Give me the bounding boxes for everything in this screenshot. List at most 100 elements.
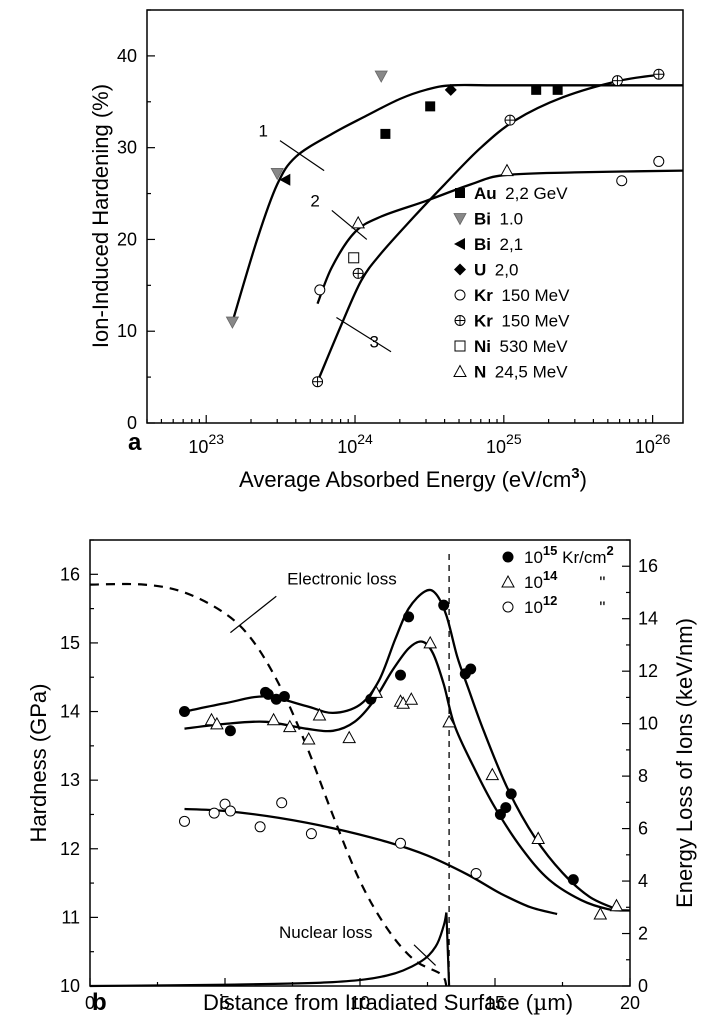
data-point xyxy=(593,906,608,920)
data-point xyxy=(179,815,190,827)
data-point xyxy=(423,635,438,649)
panel-b-letter: b xyxy=(92,989,107,1016)
legend-marker xyxy=(454,238,465,250)
y-tick-label: 14 xyxy=(60,702,80,722)
data-point xyxy=(485,767,500,781)
data-point xyxy=(395,669,406,681)
data-point xyxy=(312,376,324,388)
y2-tick-label: 16 xyxy=(638,556,658,576)
y-tick-label: 40 xyxy=(117,46,137,66)
panel-a-plot-frame xyxy=(146,9,684,424)
panel-b-x-axis-title: Distance from Irradiated Surface (µm) xyxy=(203,990,573,1016)
y-tick-label: 13 xyxy=(60,770,80,790)
data-point xyxy=(224,805,236,817)
x-tick-label: 1025 xyxy=(486,431,522,457)
fit-1e15-curve xyxy=(184,588,617,911)
x-tick-label: 20 xyxy=(620,993,640,1013)
y-tick-label: 10 xyxy=(60,976,80,996)
legend-entry: 1014 " xyxy=(524,568,605,592)
data-point xyxy=(278,690,290,702)
fit-1e14-curve xyxy=(184,640,631,912)
legend-marker xyxy=(455,188,465,198)
data-point xyxy=(225,316,240,329)
y-tick-label: 12 xyxy=(60,839,80,859)
nuclear-loss-curve xyxy=(89,912,448,988)
data-point xyxy=(552,84,563,95)
data-point xyxy=(276,797,288,809)
panel-a-curve-labels: 1 2 3 xyxy=(258,122,392,353)
y-tick-label: 20 xyxy=(117,229,137,249)
legend-entry: Bi 1.0 xyxy=(474,210,523,229)
panel-b-annotations: Electronic loss Nuclear loss xyxy=(230,570,437,966)
x-tick-label: 0 xyxy=(85,993,95,1013)
y-tick-label: 0 xyxy=(127,413,137,433)
legend-marker xyxy=(501,574,515,588)
curve-label-leader xyxy=(336,316,392,353)
data-point xyxy=(653,155,665,167)
y2-tick-label: 6 xyxy=(638,819,648,839)
panel-a-y-axis: 0 10 20 30 40 xyxy=(117,9,155,433)
x-tick-label: 1023 xyxy=(188,431,224,457)
legend-entry: Kr 150 MeV xyxy=(474,312,570,331)
curve-label-leader xyxy=(331,209,368,240)
legend-marker xyxy=(502,551,514,563)
y-tick-label: 30 xyxy=(117,138,137,158)
annotation-text: Electronic loss xyxy=(287,570,397,589)
y2-tick-label: 12 xyxy=(638,661,658,681)
data-point xyxy=(403,611,415,623)
data-point xyxy=(262,688,274,700)
data-point xyxy=(380,128,391,139)
x-tick-label: 1026 xyxy=(635,431,671,457)
fit-curve-3 xyxy=(316,73,665,383)
legend-marker xyxy=(502,601,514,613)
data-point xyxy=(208,807,220,819)
data-point xyxy=(531,84,542,95)
data-point xyxy=(425,101,436,112)
data-point xyxy=(270,167,284,181)
legend-marker xyxy=(454,289,466,301)
panel-b-energy-loss-curves xyxy=(89,554,451,988)
legend-marker xyxy=(453,364,467,377)
y-tick-label: 16 xyxy=(60,564,80,584)
y-tick-label: 10 xyxy=(117,321,137,341)
data-point xyxy=(609,898,624,912)
y2-tick-label: 10 xyxy=(638,714,658,734)
panel-a-legend: Au 2,2 GeV Bi 1.0 Bi 2,1 U 2,0 Kr 150 MeV Kr … xyxy=(453,184,570,382)
fit-1e12-curve xyxy=(184,807,558,916)
legend-marker xyxy=(453,213,467,226)
curve-label: 2 xyxy=(310,191,319,210)
data-point xyxy=(653,68,665,80)
data-point xyxy=(500,163,514,177)
data-point xyxy=(348,252,360,264)
panel-b-y-axis-title: Hardness (GPa) xyxy=(26,684,51,843)
panel-a: 1 2 3 1023 1024 1025 1026 0 10 20 30 40 Au 2,2 Ge… xyxy=(88,9,684,492)
legend-marker xyxy=(454,263,466,276)
y2-tick-label: 2 xyxy=(638,924,648,944)
curve-label: 1 xyxy=(258,122,267,141)
data-point xyxy=(314,284,326,296)
data-point xyxy=(616,175,628,187)
data-point xyxy=(301,731,316,745)
legend-marker xyxy=(454,315,466,326)
data-point xyxy=(266,712,281,726)
curve-label-leader xyxy=(279,140,325,172)
panel-b-points xyxy=(179,599,624,920)
data-point xyxy=(305,828,317,840)
data-point xyxy=(465,663,477,675)
data-point xyxy=(374,70,388,83)
legend-entry: 1012 " xyxy=(524,593,605,617)
data-point xyxy=(351,215,366,229)
x-tick-label: 5 xyxy=(220,993,230,1013)
panel-b-y2-axis-title: Energy Loss of Ions (keV/nm) xyxy=(672,618,697,908)
legend-entry: Ni 530 MeV xyxy=(474,337,568,356)
data-point xyxy=(531,831,546,844)
data-point xyxy=(312,707,327,721)
legend-entry: Kr 150 MeV xyxy=(474,286,570,305)
y-tick-label: 11 xyxy=(61,907,80,927)
panel-b-y2-axis: 0 2 4 6 8 10 12 14 16 xyxy=(622,539,658,996)
data-point xyxy=(611,75,623,87)
y2-tick-label: 0 xyxy=(638,976,648,996)
